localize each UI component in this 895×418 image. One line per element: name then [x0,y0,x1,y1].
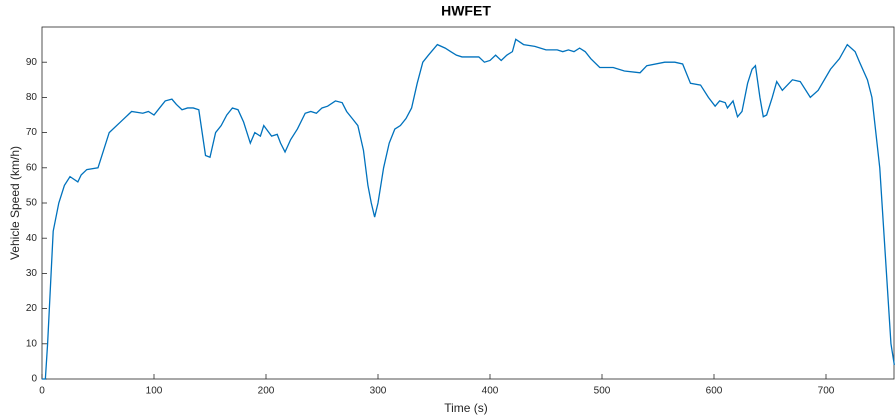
y-tick-label: 70 [26,127,38,138]
x-tick-label: 400 [482,386,499,397]
x-tick-label: 700 [818,386,835,397]
y-tick-label: 30 [26,268,38,279]
x-tick-label: 300 [370,386,387,397]
x-tick-label: 0 [39,386,45,397]
y-tick-label: 20 [26,303,38,314]
y-tick-label: 60 [26,162,38,173]
y-tick-label: 90 [26,57,38,68]
line-series [42,38,895,380]
y-tick-label: 40 [26,233,38,244]
x-tick-label: 100 [146,386,163,397]
plot-frame [41,26,895,380]
x-tick-label: 500 [594,386,611,397]
y-tick-label: 50 [26,198,38,209]
y-tick-label: 0 [31,374,37,385]
y-tick-label: 10 [26,338,38,349]
x-axis-label: Time (s) [444,401,488,415]
x-tick-label: 200 [258,386,275,397]
chart-title: HWFET [441,3,491,19]
x-tick-label: 600 [706,386,723,397]
y-tick-label: 80 [26,92,38,103]
y-axis-label: Vehicle Speed (km/h) [8,146,22,260]
